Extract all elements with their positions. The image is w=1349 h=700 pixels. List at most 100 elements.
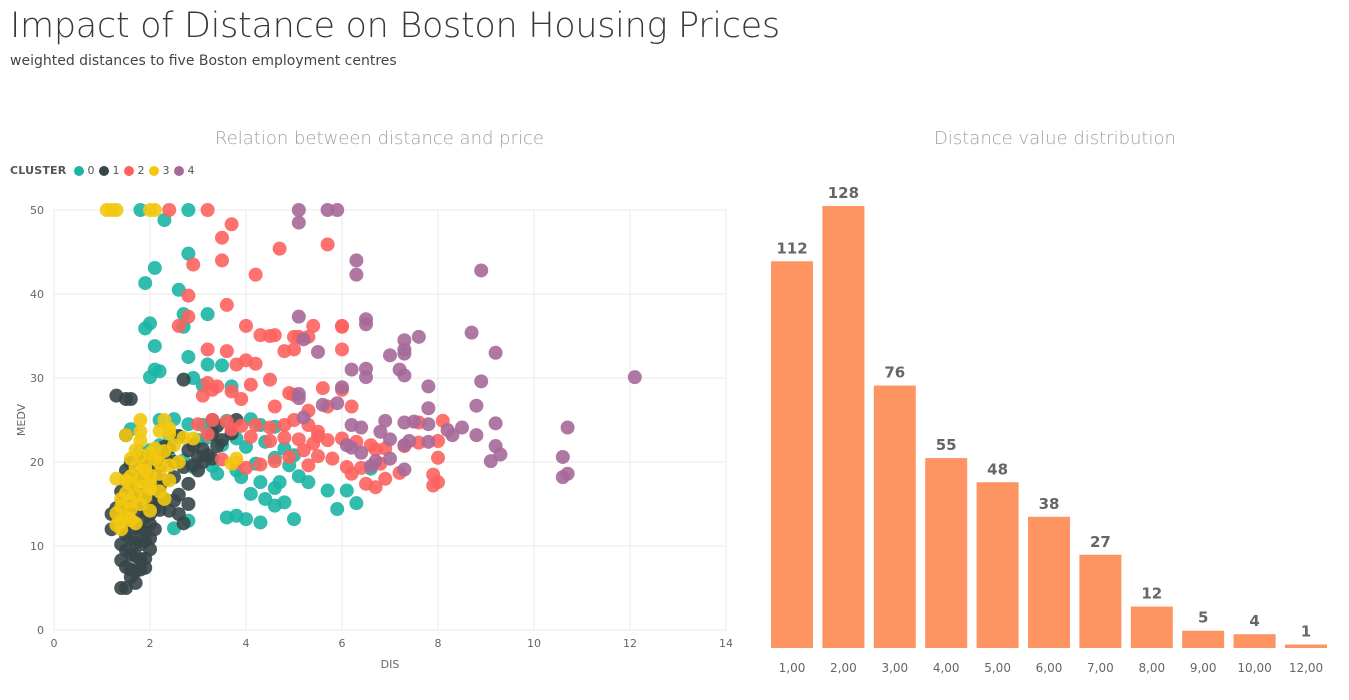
scatter-point-cluster-3[interactable]	[147, 451, 162, 466]
scatter-point-cluster-4[interactable]	[555, 449, 570, 464]
scatter-point-cluster-4[interactable]	[344, 362, 359, 377]
scatter-point-cluster-2[interactable]	[224, 384, 239, 399]
scatter-point-cluster-0[interactable]	[181, 246, 196, 261]
scatter-point-cluster-2[interactable]	[277, 430, 292, 445]
scatter-point-cluster-2[interactable]	[215, 230, 229, 245]
scatter-point-cluster-0[interactable]	[253, 515, 268, 530]
scatter-point-cluster-4[interactable]	[421, 417, 436, 432]
scatter-point-cluster-1[interactable]	[123, 392, 138, 406]
scatter-point-cluster-2[interactable]	[325, 451, 340, 466]
scatter-point-cluster-2[interactable]	[344, 466, 359, 481]
scatter-point-cluster-2[interactable]	[282, 449, 297, 464]
scatter-point-cluster-2[interactable]	[277, 344, 292, 359]
scatter-point-cluster-0[interactable]	[181, 203, 196, 217]
scatter-point-cluster-4[interactable]	[359, 317, 373, 332]
scatter-point-cluster-4[interactable]	[469, 428, 484, 443]
scatter-point-cluster-2[interactable]	[239, 318, 253, 333]
scatter-point-cluster-2[interactable]	[248, 418, 263, 433]
scatter-point-cluster-2[interactable]	[267, 454, 282, 469]
scatter-point-cluster-2[interactable]	[248, 267, 263, 282]
scatter-point-cluster-0[interactable]	[272, 475, 287, 490]
scatter-point-cluster-1[interactable]	[176, 372, 191, 387]
scatter-point-cluster-4[interactable]	[627, 370, 642, 385]
bar[interactable]	[925, 458, 968, 648]
bar[interactable]	[873, 385, 916, 648]
bar[interactable]	[1285, 644, 1327, 648]
scatter-point-cluster-4[interactable]	[363, 459, 378, 474]
scatter-point-cluster-4[interactable]	[402, 434, 417, 448]
scatter-point-cluster-2[interactable]	[162, 203, 177, 217]
scatter-point-cluster-0[interactable]	[243, 486, 258, 501]
scatter-point-cluster-4[interactable]	[296, 410, 311, 425]
scatter-point-cluster-0[interactable]	[239, 512, 253, 527]
scatter-point-cluster-0[interactable]	[200, 357, 215, 372]
scatter-point-cluster-2[interactable]	[205, 382, 220, 397]
scatter-point-cluster-0[interactable]	[200, 307, 215, 322]
scatter-point-cluster-4[interactable]	[445, 428, 460, 443]
scatter-point-cluster-4[interactable]	[354, 420, 369, 435]
scatter-point-cluster-2[interactable]	[181, 309, 196, 324]
scatter-point-cluster-0[interactable]	[320, 483, 335, 498]
scatter-point-cluster-2[interactable]	[311, 424, 325, 439]
scatter-point-cluster-4[interactable]	[335, 380, 349, 395]
scatter-point-cluster-2[interactable]	[311, 449, 325, 464]
scatter-points[interactable]	[99, 203, 642, 595]
scatter-point-cluster-2[interactable]	[378, 471, 393, 486]
scatter-point-cluster-3[interactable]	[143, 476, 157, 490]
scatter-point-cluster-2[interactable]	[219, 344, 234, 359]
scatter-point-cluster-2[interactable]	[253, 457, 268, 472]
bar[interactable]	[1028, 516, 1070, 648]
scatter-point-cluster-2[interactable]	[301, 458, 316, 473]
bar-series[interactable]: 1121,001282,00763,00554,00485,00386,0027…	[771, 184, 1327, 675]
scatter-point-cluster-3[interactable]	[157, 444, 172, 459]
bar[interactable]	[771, 261, 813, 648]
scatter-point-cluster-0[interactable]	[138, 321, 153, 336]
scatter-point-cluster-2[interactable]	[200, 342, 215, 357]
scatter-point-cluster-2[interactable]	[426, 478, 441, 493]
scatter-point-cluster-4[interactable]	[464, 325, 479, 340]
legend-item-0[interactable]: 0	[74, 164, 94, 177]
bar[interactable]	[1182, 630, 1225, 648]
scatter-point-cluster-0[interactable]	[287, 512, 301, 527]
scatter-point-cluster-4[interactable]	[359, 370, 373, 385]
scatter-point-cluster-4[interactable]	[291, 391, 306, 406]
scatter-point-cluster-2[interactable]	[291, 432, 306, 447]
scatter-point-cluster-2[interactable]	[239, 353, 253, 368]
scatter-point-cluster-4[interactable]	[344, 440, 359, 455]
scatter-point-cluster-2[interactable]	[181, 288, 196, 303]
scatter-point-cluster-4[interactable]	[407, 414, 421, 429]
scatter-point-cluster-4[interactable]	[291, 203, 306, 217]
scatter-point-cluster-2[interactable]	[191, 417, 205, 432]
scatter-point-cluster-0[interactable]	[349, 496, 364, 511]
scatter-point-cluster-4[interactable]	[421, 401, 436, 416]
scatter-point-cluster-3[interactable]	[186, 431, 201, 446]
scatter-point-cluster-1[interactable]	[143, 542, 157, 557]
scatter-point-cluster-2[interactable]	[272, 241, 287, 256]
scatter-point-cluster-2[interactable]	[234, 392, 249, 406]
scatter-point-cluster-3[interactable]	[114, 522, 129, 537]
scatter-point-cluster-0[interactable]	[133, 203, 148, 217]
scatter-point-cluster-2[interactable]	[200, 203, 215, 217]
scatter-point-cluster-4[interactable]	[411, 329, 426, 344]
scatter-point-cluster-4[interactable]	[296, 332, 311, 347]
legend-item-4[interactable]: 4	[174, 164, 194, 177]
scatter-point-cluster-2[interactable]	[267, 399, 282, 414]
scatter-point-cluster-2[interactable]	[205, 413, 220, 427]
scatter-point-cluster-2[interactable]	[320, 237, 335, 252]
scatter-point-cluster-3[interactable]	[157, 413, 172, 427]
scatter-point-cluster-3[interactable]	[229, 451, 244, 466]
scatter-point-cluster-2[interactable]	[243, 377, 258, 392]
scatter-point-cluster-1[interactable]	[176, 516, 191, 531]
scatter-point-cluster-0[interactable]	[147, 260, 162, 275]
scatter-point-cluster-4[interactable]	[469, 398, 484, 413]
scatter-point-cluster-1[interactable]	[162, 503, 177, 518]
scatter-point-cluster-2[interactable]	[263, 372, 277, 387]
scatter-point-cluster-2[interactable]	[368, 442, 383, 457]
scatter-point-cluster-3[interactable]	[162, 473, 177, 488]
scatter-point-cluster-4[interactable]	[291, 215, 306, 230]
scatter-point-cluster-2[interactable]	[263, 420, 277, 435]
scatter-point-cluster-4[interactable]	[474, 374, 489, 389]
scatter-point-cluster-0[interactable]	[210, 466, 225, 481]
scatter-point-cluster-4[interactable]	[378, 413, 393, 428]
scatter-point-cluster-4[interactable]	[397, 342, 412, 357]
